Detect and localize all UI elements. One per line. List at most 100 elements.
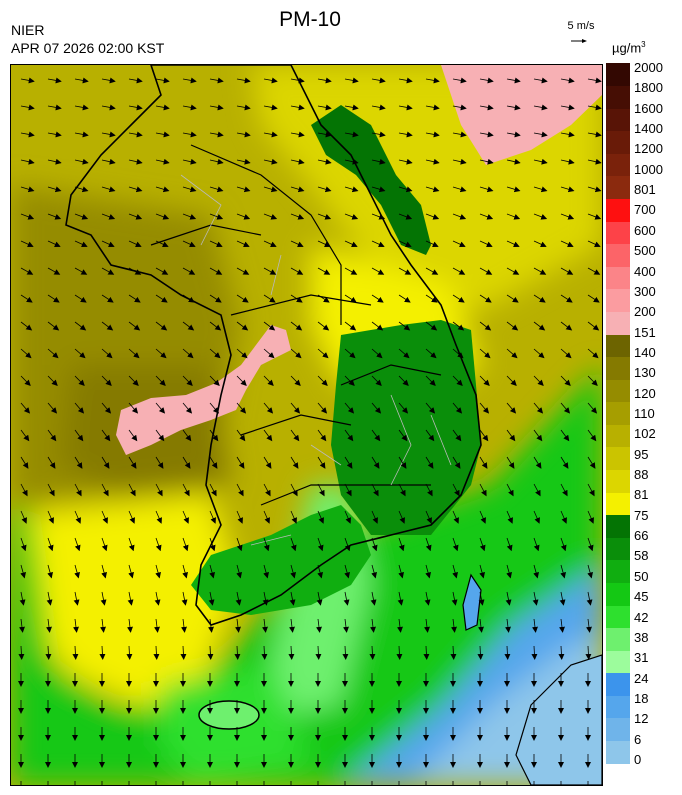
wind-arrow xyxy=(101,321,114,331)
wind-arrow xyxy=(182,510,189,524)
wind-arrow xyxy=(155,321,168,331)
wind-arrow xyxy=(290,483,298,497)
wind-arrow xyxy=(182,158,197,165)
wind-arrow xyxy=(155,564,161,579)
wind-arrow xyxy=(182,456,191,469)
wind-arrow xyxy=(425,267,439,275)
green-coast-patch xyxy=(311,105,431,255)
wind-arrow xyxy=(236,240,250,248)
legend-label: 1200 xyxy=(634,141,663,157)
wind-arrow xyxy=(452,213,467,220)
legend-swatch xyxy=(606,153,630,177)
legend-swatch xyxy=(606,446,630,471)
wind-arrow xyxy=(452,240,466,248)
wind-arrow xyxy=(317,348,329,359)
wind-arrow xyxy=(505,591,512,606)
legend-swatch xyxy=(606,311,630,335)
wind-arrow xyxy=(47,537,54,552)
wind-arrow xyxy=(533,240,547,248)
wind-arrow xyxy=(425,240,439,248)
wind-arrow xyxy=(155,104,170,111)
wind-arrow xyxy=(128,131,143,138)
wind-arrow xyxy=(73,618,79,633)
wind-arrow xyxy=(506,348,518,359)
wind-arrow xyxy=(74,104,89,111)
wind-arrow xyxy=(288,645,295,660)
wind-arrow xyxy=(209,429,219,442)
wind-arrow xyxy=(155,537,162,552)
wind-arrow xyxy=(344,348,356,359)
wind-arrow xyxy=(182,537,189,552)
wind-arrow xyxy=(452,186,467,193)
wind-arrow xyxy=(397,618,403,633)
wind-arrow xyxy=(506,77,521,84)
wind-arrow xyxy=(452,510,459,524)
wind-arrow xyxy=(452,537,459,552)
wind-arrow xyxy=(263,131,278,138)
wind-arrow xyxy=(155,510,162,524)
wind-arrow xyxy=(101,348,113,359)
wind-arrow xyxy=(128,267,142,275)
wind-arrow xyxy=(155,348,167,359)
wind-arrow xyxy=(344,321,357,331)
wind-arrow xyxy=(560,186,575,193)
wind-arrow xyxy=(154,618,160,633)
wind-arrow xyxy=(371,429,381,442)
wind-arrow xyxy=(479,240,493,248)
wind-arrow xyxy=(289,618,295,633)
legend-swatch xyxy=(606,221,630,245)
wind-arrow xyxy=(74,186,89,193)
wind-arrow xyxy=(47,104,62,111)
wind-arrow xyxy=(155,375,166,387)
wind-arrow xyxy=(236,131,251,138)
wind-arrow xyxy=(532,591,539,606)
wind-arrow xyxy=(47,348,59,359)
wind-arrow xyxy=(587,483,595,497)
wind-arrow xyxy=(20,267,34,275)
legend-swatch xyxy=(606,559,630,583)
wind-arrow xyxy=(506,267,520,275)
wind-arrow xyxy=(479,537,486,552)
wind-arrow xyxy=(263,537,270,552)
wind-arrow xyxy=(479,158,494,165)
wind-arrow xyxy=(533,131,548,138)
wind-arrow xyxy=(128,104,143,111)
wind-arrow xyxy=(182,429,192,442)
wind-arrow xyxy=(317,402,328,414)
wind-arrow xyxy=(371,267,385,275)
wind-arrow xyxy=(344,213,359,220)
wind-arrow xyxy=(155,240,169,248)
unit-exponent: 3 xyxy=(641,40,646,49)
wind-arrow xyxy=(263,158,278,165)
green-south-patch xyxy=(191,505,371,615)
legend-swatch xyxy=(606,85,630,109)
wind-arrow xyxy=(209,321,222,331)
wind-arrow xyxy=(290,510,297,524)
wind-arrow xyxy=(154,591,161,606)
legend-label: 0 xyxy=(634,752,642,767)
wind-arrow xyxy=(397,591,404,606)
legend-label: 95 xyxy=(634,446,649,462)
legend-label: 45 xyxy=(634,589,649,605)
legend-label: 120 xyxy=(634,385,656,401)
wind-arrow xyxy=(451,591,458,606)
wind-arrow xyxy=(209,564,215,579)
wind-arrow xyxy=(506,104,521,111)
wind-arrow xyxy=(452,375,463,387)
wind-arrow xyxy=(19,591,26,606)
wind-arrow xyxy=(263,267,277,275)
wind-arrow xyxy=(425,483,433,497)
legend-label: 81 xyxy=(634,487,649,503)
wind-arrow xyxy=(370,618,376,633)
wind-arrow xyxy=(398,158,413,165)
wind-arrow xyxy=(452,77,467,84)
wind-arrow xyxy=(560,375,571,387)
wind-arrow xyxy=(424,618,430,633)
wind-arrow xyxy=(263,104,278,111)
legend-label: 1600 xyxy=(634,100,663,116)
wind-arrow xyxy=(155,213,170,220)
wind-arrow xyxy=(127,591,134,606)
legend-swatch xyxy=(606,695,630,719)
wind-arrow xyxy=(371,186,386,193)
legend-swatch xyxy=(606,514,630,538)
